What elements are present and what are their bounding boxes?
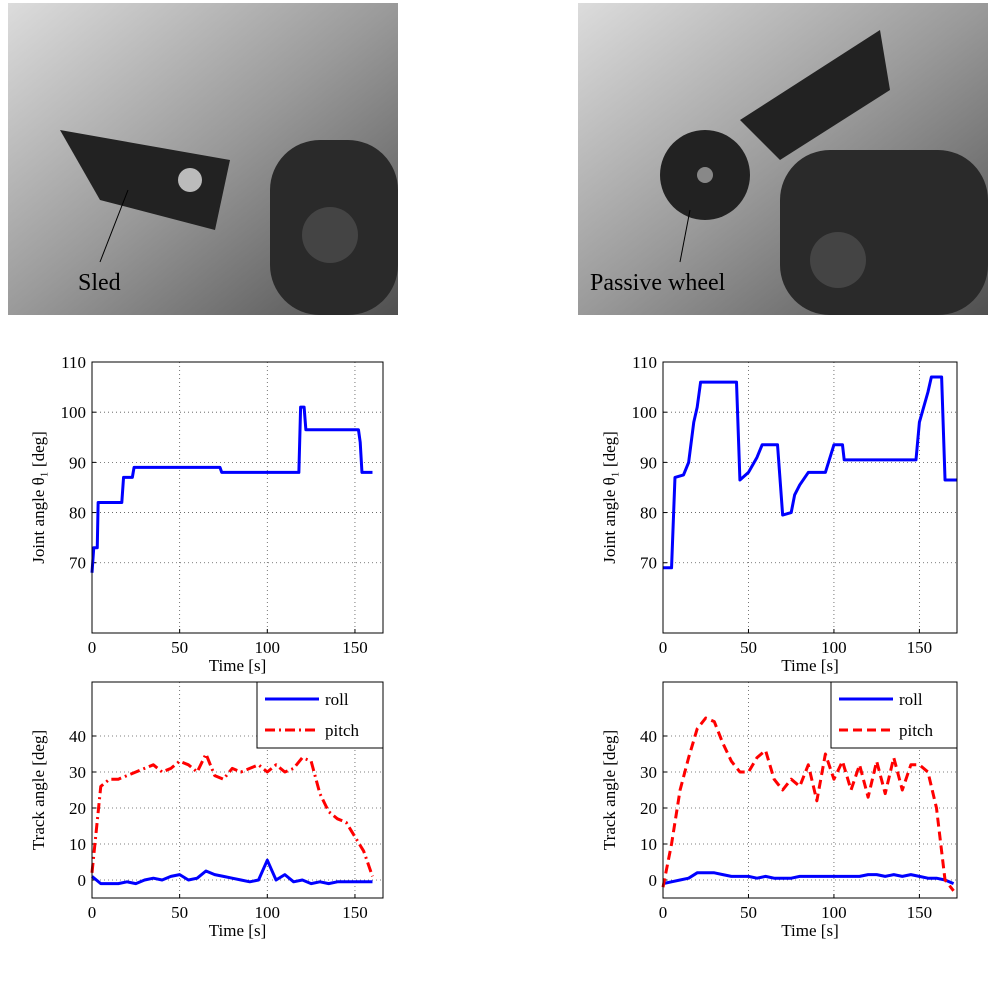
x-axis-label: Time [s] [781, 921, 838, 940]
photo: Sled [8, 3, 398, 315]
y-tick-label: 20 [69, 799, 86, 818]
x-axis-label: Time [s] [209, 921, 266, 940]
y-tick-label: 10 [640, 835, 657, 854]
y-tick-label: 70 [69, 554, 86, 573]
y-axis-label: Track angle [deg] [29, 730, 48, 850]
legend-box [256, 681, 384, 749]
x-tick-label: 150 [342, 903, 368, 922]
x-tick-label: 100 [255, 638, 281, 657]
y-tick-label: 10 [69, 835, 86, 854]
y-tick-label: 30 [640, 763, 657, 782]
y-tick-label: 0 [78, 871, 87, 890]
x-tick-label: 50 [171, 903, 188, 922]
x-tick-label: 100 [821, 638, 847, 657]
y-tick-label: 40 [640, 727, 657, 746]
y-tick-label: 110 [61, 353, 86, 372]
plot-frame [91, 681, 384, 899]
x-tick-label: 150 [907, 903, 933, 922]
plot-frame [662, 361, 958, 634]
x-tick-label: 100 [255, 903, 281, 922]
y-tick-label: 40 [69, 727, 86, 746]
y-tick-label: 80 [69, 504, 86, 523]
data-line [661, 716, 955, 892]
y-tick-label: 100 [61, 403, 87, 422]
data-line [90, 405, 373, 573]
legend-label: roll [325, 690, 349, 709]
y-tick-label: 110 [632, 353, 657, 372]
x-tick-label: 0 [88, 903, 97, 922]
x-tick-label: 150 [342, 638, 368, 657]
x-tick-label: 0 [88, 638, 97, 657]
y-tick-label: 80 [640, 504, 657, 523]
photo-label: Sled [78, 270, 121, 296]
y-tick-label: 70 [640, 554, 657, 573]
y-tick-label: 100 [632, 403, 658, 422]
y-axis-label: Joint angle θ₁ [deg] [29, 431, 48, 564]
photo: Passive wheel [578, 3, 988, 315]
legend-label: roll [899, 690, 923, 709]
x-axis-label: Time [s] [209, 656, 266, 675]
x-tick-label: 100 [821, 903, 847, 922]
x-tick-label: 50 [740, 903, 757, 922]
plot-frame [662, 681, 958, 899]
x-tick-label: 50 [171, 638, 188, 657]
data-line [91, 858, 373, 886]
x-tick-label: 150 [907, 638, 933, 657]
plot-frame [91, 361, 384, 634]
data-line [663, 375, 957, 570]
y-tick-label: 90 [640, 453, 657, 472]
y-axis-label: Joint angle θ₁ [deg] [600, 431, 619, 564]
x-axis-label: Time [s] [781, 656, 838, 675]
legend-box [830, 681, 958, 749]
x-tick-label: 0 [659, 638, 668, 657]
y-tick-label: 0 [649, 871, 658, 890]
photo-label: Passive wheel [590, 270, 726, 296]
y-axis-label: Track angle [deg] [600, 730, 619, 850]
data-line [90, 752, 374, 877]
x-tick-label: 50 [740, 638, 757, 657]
legend-label: pitch [325, 721, 359, 740]
y-tick-label: 90 [69, 453, 86, 472]
data-line [662, 871, 955, 886]
x-tick-label: 0 [659, 903, 668, 922]
legend-label: pitch [899, 721, 933, 740]
y-tick-label: 30 [69, 763, 86, 782]
y-tick-label: 20 [640, 799, 657, 818]
